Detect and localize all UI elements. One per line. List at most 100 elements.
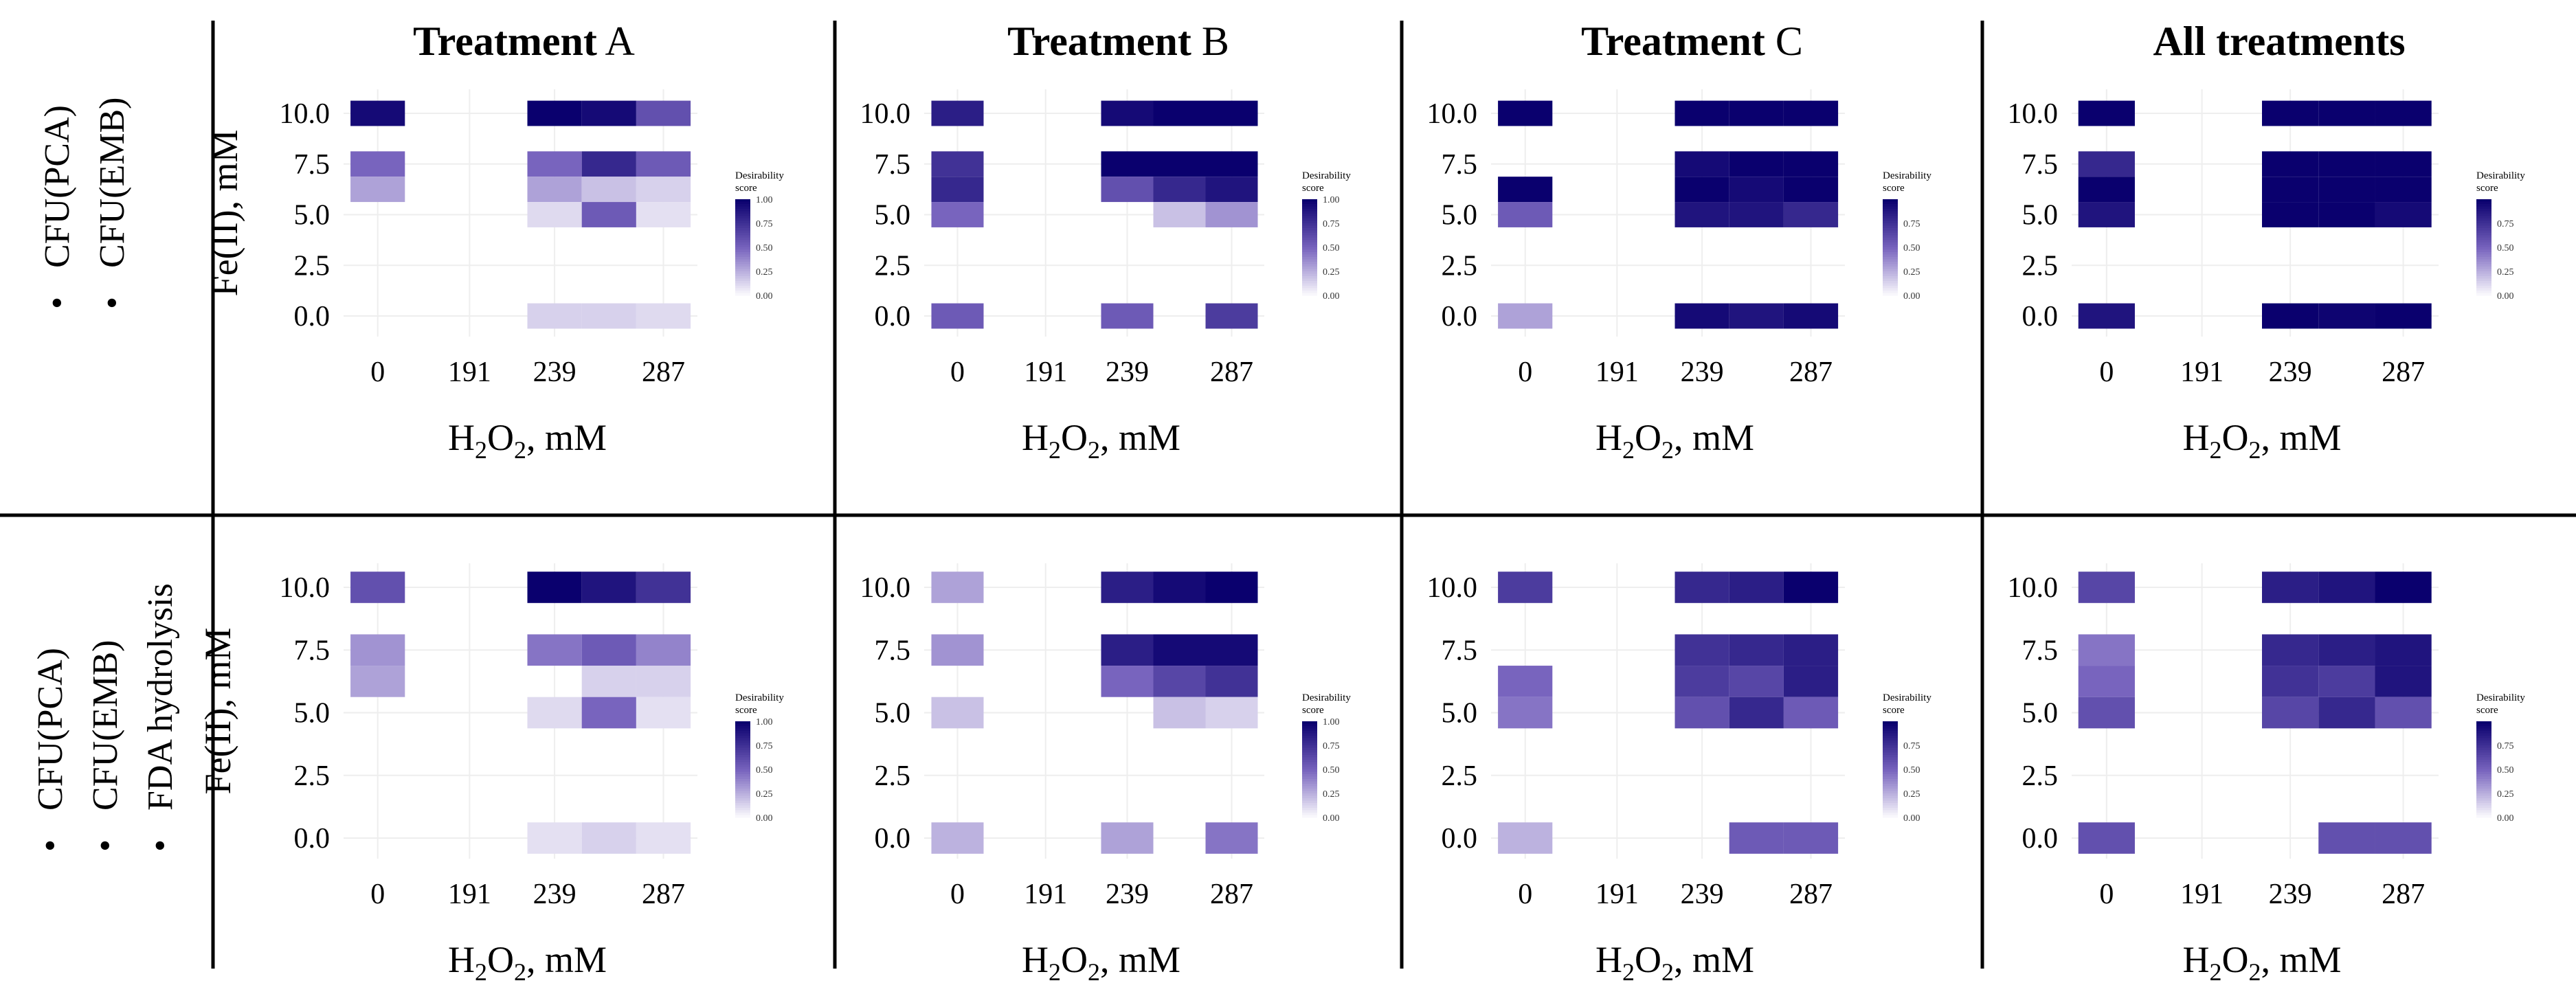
- x-axis-label-sub2: 2: [2248, 436, 2261, 464]
- legend-gradient-step: [2476, 736, 2491, 738]
- panel-title-rest: A: [597, 19, 635, 64]
- y-tick-label: 5.0: [875, 698, 911, 730]
- heatmap-cell: [2262, 572, 2319, 603]
- legend-gradient-step: [2476, 291, 2491, 293]
- legend-title: Desirability: [735, 692, 784, 703]
- x-tick-label: 239: [1681, 357, 1724, 388]
- legend-gradient-step: [2476, 726, 2491, 729]
- legend-tick-label: 0.25: [2497, 267, 2514, 278]
- y-tick-label: 2.5: [1442, 250, 1478, 282]
- legend-gradient-step: [1302, 815, 1317, 818]
- heatmap-cell: [2262, 666, 2319, 697]
- legend-gradient-step: [1302, 204, 1317, 207]
- heatmap-cell: [931, 303, 984, 329]
- legend-gradient-step: [1302, 211, 1317, 214]
- legend-gradient-step: [2476, 798, 2491, 801]
- legend-gradient-step: [1302, 262, 1317, 264]
- legend-tick-label: 0.00: [1903, 813, 1920, 824]
- legend-gradient-step: [1883, 747, 1898, 751]
- legend-gradient-step: [1302, 216, 1317, 219]
- legend-gradient-step: [2476, 259, 2491, 262]
- x-axis-label-h: H: [2182, 417, 2209, 458]
- heatmap-cell: [2262, 634, 2319, 666]
- x-axis-label: H2O2, mM: [2182, 939, 2341, 986]
- legend-gradient-step: [1883, 752, 1898, 756]
- x-tick-label: 0: [950, 357, 965, 388]
- legend-gradient-step: [735, 752, 750, 756]
- heatmap-cell: [1153, 151, 1206, 177]
- legend-gradient-step: [1883, 793, 1898, 796]
- x-axis-label: H2O2, mM: [448, 939, 607, 986]
- heatmap-cell: [527, 572, 582, 603]
- heatmap-cell: [931, 151, 984, 177]
- legend-gradient-step: [735, 259, 750, 262]
- legend-tick-label: 0.25: [1903, 789, 1920, 800]
- legend-tick-label: 0.25: [756, 267, 773, 278]
- heatmap-cell: [2078, 666, 2135, 697]
- heatmap-cell: [2318, 177, 2375, 203]
- legend-gradient-step: [2476, 757, 2491, 760]
- y-axis-label: Fe(II), mM: [204, 130, 245, 297]
- heatmap-cell: [527, 151, 582, 177]
- heatmap-cell: [350, 100, 405, 126]
- legend-gradient-step: [2476, 765, 2491, 767]
- x-tick-label: 287: [1210, 879, 1253, 910]
- legend-gradient-step: [1302, 281, 1317, 284]
- legend-gradient-step: [735, 795, 750, 799]
- heatmap-cell: [350, 151, 405, 177]
- legend-gradient-step: [735, 264, 750, 267]
- legend-gradient-step: [1302, 786, 1317, 789]
- legend-gradient-step: [2476, 769, 2491, 772]
- heatmap-panel: All treatments 0.0 2.5 5.0 7.5 10.0 0 191 239 287…: [2008, 19, 2526, 464]
- x-axis-label-h: H: [448, 417, 475, 458]
- heatmap-cell: [1153, 666, 1206, 697]
- heatmap-cell: [1675, 100, 1729, 126]
- legend-gradient-step: [1883, 805, 1898, 809]
- legend-gradient-step: [1883, 760, 1898, 763]
- heatmap-cell: [581, 634, 636, 666]
- legend-gradient-step: [2476, 779, 2491, 782]
- legend-gradient-step: [2476, 288, 2491, 291]
- y-tick-label: 10.0: [860, 98, 911, 130]
- y-tick-label: 5.0: [1442, 200, 1478, 231]
- legend-gradient-step: [2476, 755, 2491, 758]
- y-tick-label: 10.0: [1427, 98, 1478, 130]
- legend-tick-label: 0.75: [756, 219, 773, 229]
- legend-gradient-step: [735, 762, 750, 765]
- heatmap-cell: [581, 572, 636, 603]
- legend-gradient-step: [1883, 252, 1898, 255]
- legend-gradient-step: [735, 736, 750, 738]
- x-axis-label-sub: 2: [1622, 958, 1635, 986]
- y-tick-label: 0.0: [2022, 823, 2059, 855]
- legend-gradient-step: [735, 786, 750, 789]
- row-bullet-label: CFU(EMB): [86, 640, 125, 811]
- legend-gradient-step: [2476, 803, 2491, 806]
- legend-gradient-step: [1883, 736, 1898, 738]
- x-axis-label-h: H: [1595, 417, 1622, 458]
- heatmap-cell: [636, 634, 691, 666]
- legend-gradient-step: [1883, 808, 1898, 811]
- legend-gradient-step: [735, 765, 750, 767]
- x-axis-label-unit: , mM: [1674, 939, 1754, 980]
- heatmap-cell: [1498, 572, 1553, 603]
- heatmap-cell: [2375, 151, 2432, 177]
- heatmap-cell: [1205, 822, 1258, 854]
- legend-gradient-step: [2476, 209, 2491, 212]
- heatmap-cell: [2318, 151, 2375, 177]
- x-axis-label-unit: , mM: [2261, 939, 2341, 980]
- x-axis-label-o: O: [2221, 939, 2248, 980]
- legend-gradient-step: [2476, 242, 2491, 245]
- legend-gradient-step: [735, 209, 750, 212]
- legend-gradient-step: [2476, 225, 2491, 229]
- heatmap-cell: [636, 177, 691, 203]
- legend-gradient-step: [735, 269, 750, 272]
- row-bullet-dot: •: [38, 297, 77, 309]
- legend-gradient-step: [1302, 745, 1317, 748]
- legend-gradient-step: [1883, 731, 1898, 734]
- legend-gradient-step: [735, 221, 750, 224]
- legend-gradient-step: [1883, 738, 1898, 741]
- legend-gradient-step: [1302, 789, 1317, 791]
- legend-gradient-step: [2476, 767, 2491, 770]
- legend-gradient-step: [2476, 247, 2491, 250]
- heatmap-cell: [581, 202, 636, 227]
